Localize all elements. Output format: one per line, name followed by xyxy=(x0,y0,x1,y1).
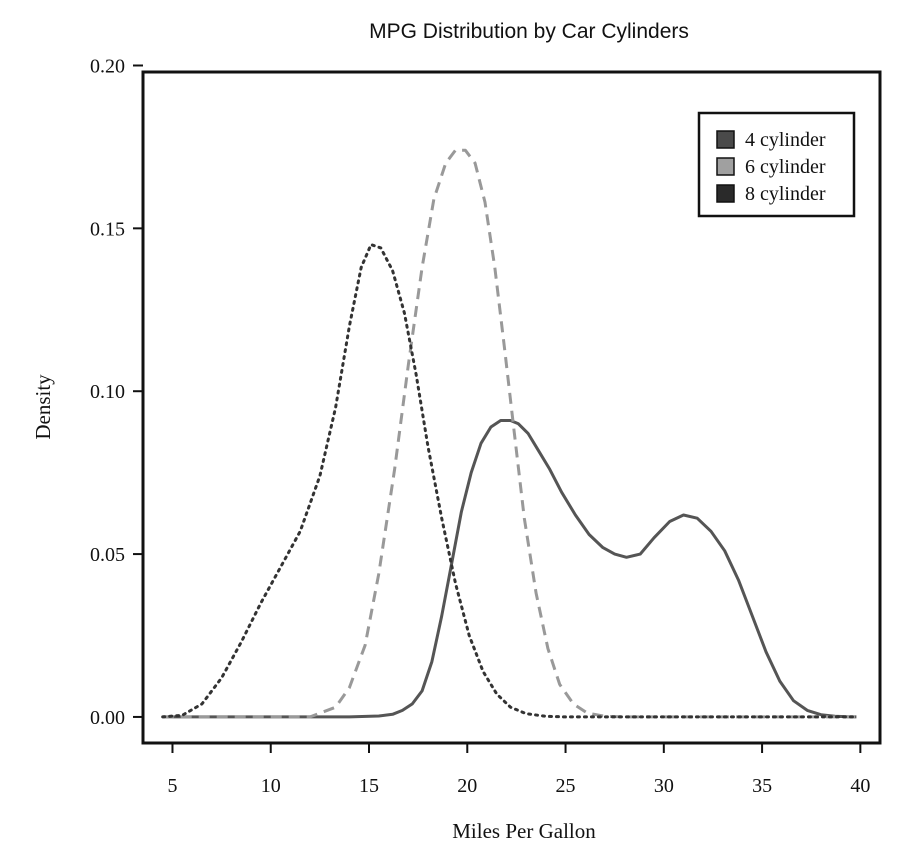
y-tick-label-0: 0.00 xyxy=(90,707,125,729)
y-tick-label-1: 0.05 xyxy=(90,544,125,566)
x-tick-label-30: 30 xyxy=(654,775,674,797)
legend-swatch-8-cylinder xyxy=(716,184,735,203)
legend: 4 cylinder 6 cylinder 8 cylinder xyxy=(697,111,856,218)
x-axis: 5 10 15 20 25 30 35 40 xyxy=(167,743,870,797)
legend-label-6-cylinder: 6 cylinder xyxy=(745,156,826,178)
series-line-4-cylinder xyxy=(162,419,857,719)
x-axis-label: Miles Per Gallon xyxy=(452,819,596,843)
x-tick-label-25: 25 xyxy=(556,775,576,797)
series-layer xyxy=(161,148,858,719)
legend-label-4-cylinder: 4 cylinder xyxy=(745,129,826,151)
legend-entries: 4 cylinder 6 cylinder 8 cylinder xyxy=(716,129,826,205)
legend-label-8-cylinder: 8 cylinder xyxy=(745,183,826,205)
x-tick-label-15: 15 xyxy=(359,775,379,797)
series-line-8-cylinder xyxy=(161,243,858,719)
x-tick-label-20: 20 xyxy=(457,775,477,797)
x-tick-label-40: 40 xyxy=(850,775,870,797)
y-tick-label-3: 0.15 xyxy=(90,218,125,240)
y-tick-label-2: 0.10 xyxy=(90,381,125,403)
series-line-6-cylinder xyxy=(162,148,857,719)
plot-frame xyxy=(141,70,882,745)
legend-swatch-6-cylinder xyxy=(716,157,735,176)
legend-swatch-4-cylinder xyxy=(716,130,735,149)
chart-title: MPG Distribution by Car Cylinders xyxy=(369,20,689,43)
plot-area xyxy=(141,70,882,745)
x-tick-label-10: 10 xyxy=(261,775,281,797)
x-tick-label-35: 35 xyxy=(752,775,772,797)
y-tick-label-4: 0.20 xyxy=(90,55,125,77)
y-axis-label: Density xyxy=(31,374,55,440)
x-tick-label-5: 5 xyxy=(167,775,177,797)
y-axis: 0.00 0.05 0.10 0.15 0.20 xyxy=(90,55,143,729)
